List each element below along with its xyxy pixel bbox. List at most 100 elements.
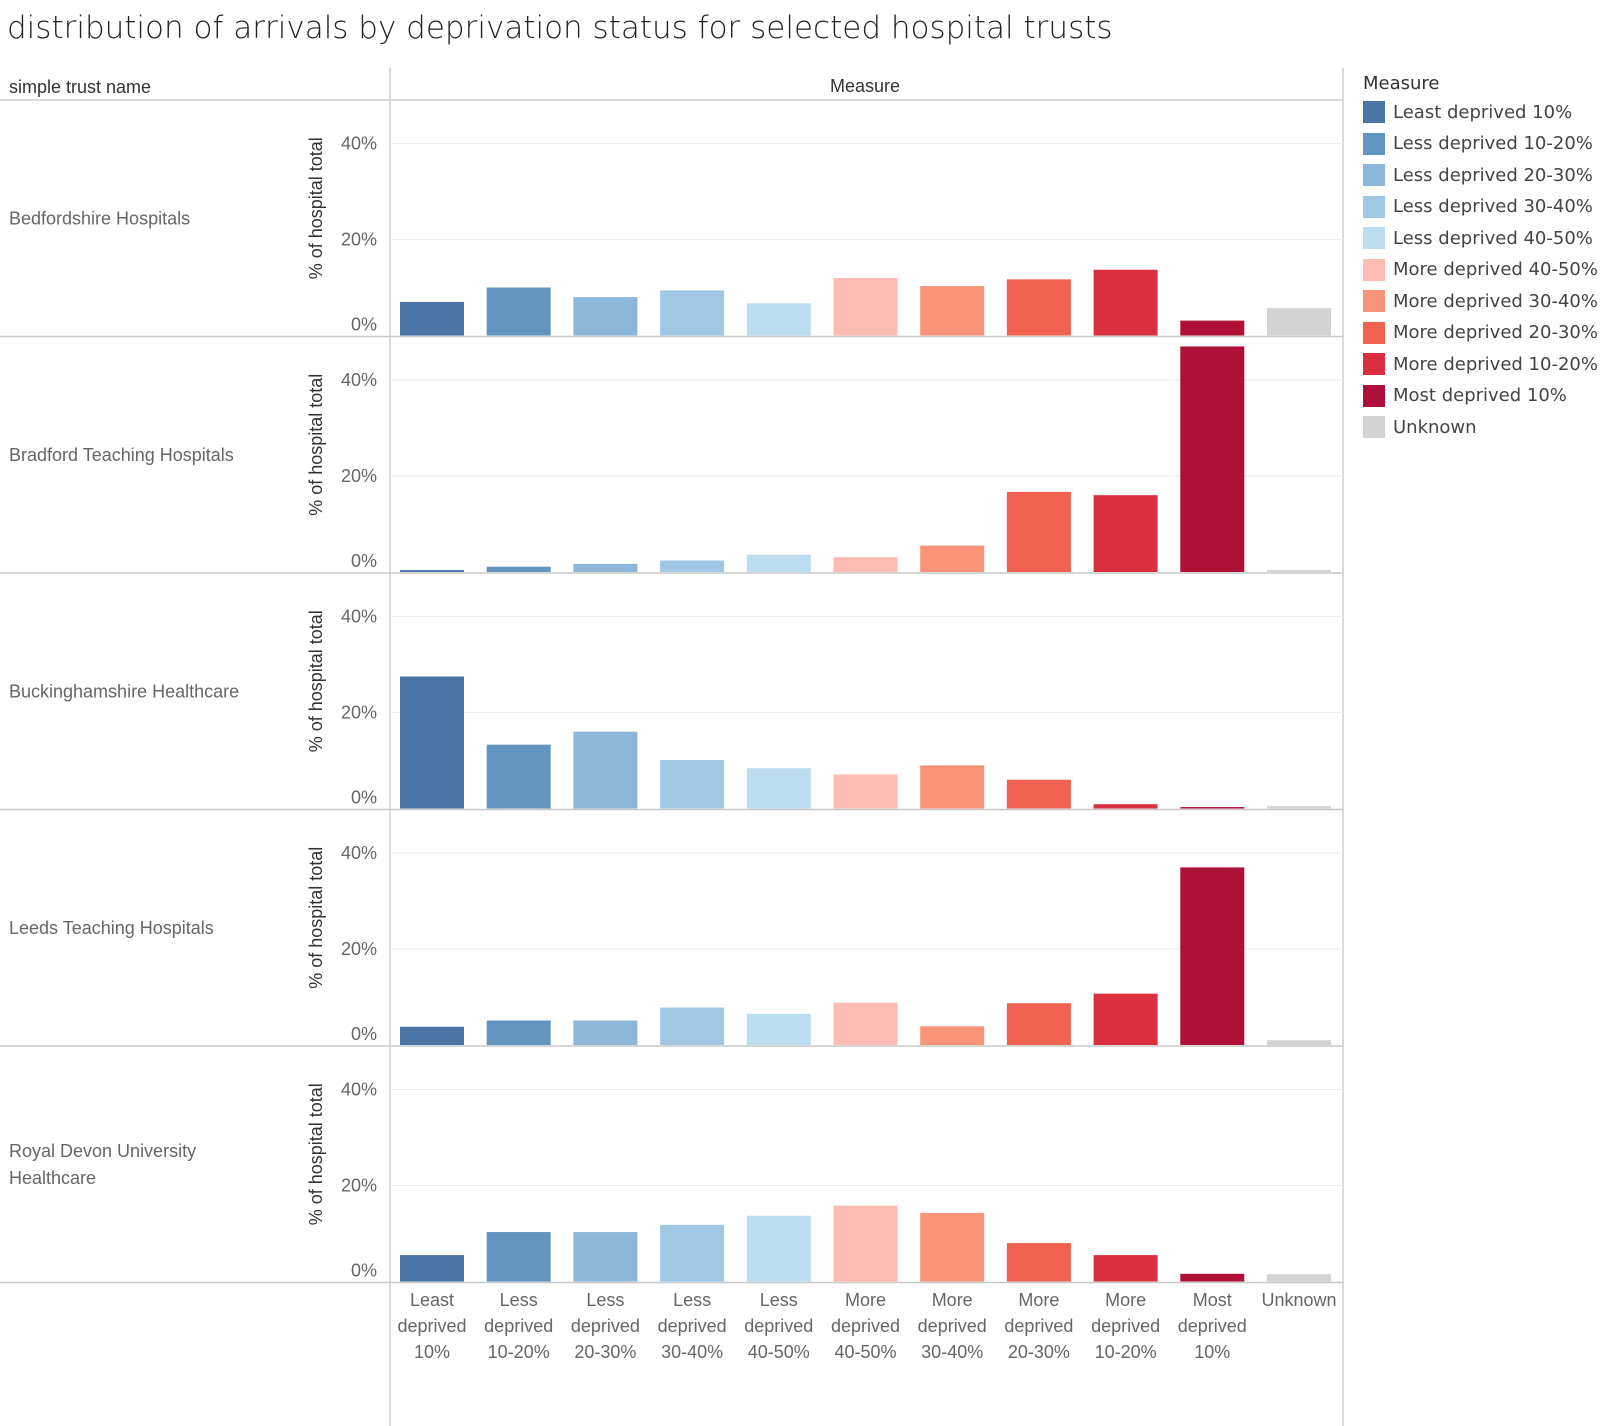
x-tick-label: Less xyxy=(500,1290,538,1310)
x-tick-label: 30-40% xyxy=(921,1342,983,1362)
x-tick-label: deprived xyxy=(744,1316,813,1336)
y-tick-label: 20% xyxy=(341,466,377,486)
legend-label: Less deprived 40-50% xyxy=(1393,227,1593,249)
bar xyxy=(746,1013,811,1045)
bar xyxy=(1093,495,1158,572)
bar xyxy=(486,287,551,336)
bar xyxy=(746,768,811,809)
x-tick-label: More xyxy=(1018,1290,1059,1310)
legend-swatch xyxy=(1363,101,1385,123)
y-tick-label: 20% xyxy=(341,939,377,959)
legend-item: More deprived 10-20% xyxy=(1363,353,1598,375)
legend-swatch xyxy=(1363,164,1385,186)
legend-title: Measure xyxy=(1363,73,1440,94)
legend-swatch xyxy=(1363,384,1385,407)
bar xyxy=(660,760,725,809)
y-tick-label: 0% xyxy=(351,1261,377,1281)
bar xyxy=(1180,320,1245,336)
x-tick-label: deprived xyxy=(1004,1316,1073,1336)
bar xyxy=(1267,1040,1331,1045)
x-tick-label: Less xyxy=(673,1290,711,1310)
bar xyxy=(1093,993,1158,1045)
y-axis-title: % of hospital total xyxy=(306,610,326,752)
legend-swatch xyxy=(1363,321,1385,344)
x-tick-label: 40-50% xyxy=(834,1342,896,1362)
bar xyxy=(573,563,638,572)
y-tick-label: 0% xyxy=(351,788,377,808)
y-tick-label: 20% xyxy=(341,1176,377,1196)
y-axis-title: % of hospital total xyxy=(306,374,326,516)
legend-label: Less deprived 20-30% xyxy=(1393,164,1593,186)
row-label: Bradford Teaching Hospitals xyxy=(9,445,234,465)
x-tick-label: 20-30% xyxy=(574,1342,636,1362)
legend-label: More deprived 40-50% xyxy=(1393,259,1598,280)
bar xyxy=(920,545,985,572)
y-tick-label: 40% xyxy=(341,134,377,154)
bar xyxy=(486,566,551,572)
x-tick-label: 40-50% xyxy=(748,1342,810,1362)
bar xyxy=(1180,1273,1245,1282)
x-tick-label: 20-30% xyxy=(1008,1342,1070,1362)
x-tick-label: deprived xyxy=(831,1316,900,1336)
legend-item: Unknown xyxy=(1363,416,1477,438)
row-label: Leeds Teaching Hospitals xyxy=(9,918,214,938)
legend-swatch xyxy=(1363,227,1385,249)
row-label: Bedfordshire Hospitals xyxy=(9,208,190,228)
legend-item: More deprived 40-50% xyxy=(1363,258,1598,281)
bar xyxy=(833,774,898,809)
row-header: simple trust name xyxy=(9,77,151,97)
legend-label: Less deprived 10-20% xyxy=(1393,133,1593,154)
x-tick-label: Least xyxy=(410,1290,454,1310)
row-bedfordshire-hospitals: Bedfordshire Hospitals 0% 20% 40% % of hospi… xyxy=(0,134,1343,338)
bar xyxy=(573,1232,638,1282)
row-label: Buckinghamshire Healthcare xyxy=(9,681,239,701)
bar xyxy=(400,1255,464,1282)
bar xyxy=(1180,867,1245,1045)
y-tick-label: 20% xyxy=(341,230,377,250)
legend-swatch xyxy=(1363,195,1385,218)
x-tick-label: deprived xyxy=(397,1316,466,1336)
x-tick-label: More xyxy=(845,1290,886,1310)
bar xyxy=(573,1020,638,1045)
x-tick-label: Less xyxy=(586,1290,624,1310)
legend-label: More deprived 30-40% xyxy=(1393,290,1598,312)
legend-label: More deprived 20-30% xyxy=(1393,322,1598,343)
x-tick-label: 10% xyxy=(1194,1342,1230,1362)
bar xyxy=(660,1007,725,1045)
bar xyxy=(400,301,464,336)
bar xyxy=(1180,346,1245,572)
bar xyxy=(660,1224,725,1282)
row-label: Healthcare xyxy=(9,1168,96,1188)
bar xyxy=(1006,279,1071,336)
y-tick-label: 0% xyxy=(351,1024,377,1044)
column-header: Measure xyxy=(830,76,900,96)
bar xyxy=(486,744,551,809)
bar xyxy=(1180,807,1245,809)
bar xyxy=(1006,1003,1071,1045)
x-tick-label: 30-40% xyxy=(661,1342,723,1362)
x-tick-label: More xyxy=(1105,1290,1146,1310)
bar xyxy=(920,1212,985,1282)
legend-label: Less deprived 30-40% xyxy=(1393,196,1593,217)
x-tick-label: 10-20% xyxy=(1095,1342,1157,1362)
bar xyxy=(400,570,464,572)
bar xyxy=(920,765,985,809)
x-tick-label: More xyxy=(932,1290,973,1310)
y-axis-title: % of hospital total xyxy=(306,137,326,279)
bar xyxy=(920,286,985,336)
x-tick-label: Less xyxy=(760,1290,798,1310)
y-tick-label: 40% xyxy=(341,843,377,863)
row-bradford-teaching-hospitals: Bradford Teaching Hospitals 0% 20% 40% % of … xyxy=(0,346,1343,574)
bar xyxy=(1006,1243,1071,1282)
x-tick-label: deprived xyxy=(1178,1316,1247,1336)
legend-item: More deprived 20-30% xyxy=(1363,321,1598,344)
x-tick-label: 10-20% xyxy=(488,1342,550,1362)
legend-swatch xyxy=(1363,132,1385,155)
x-tick-label: Most xyxy=(1193,1290,1232,1310)
bar xyxy=(573,731,638,809)
bar xyxy=(400,1026,464,1045)
legend-item: Less deprived 40-50% xyxy=(1363,227,1593,249)
bar xyxy=(1267,570,1331,572)
legend-item: Less deprived 20-30% xyxy=(1363,164,1593,186)
